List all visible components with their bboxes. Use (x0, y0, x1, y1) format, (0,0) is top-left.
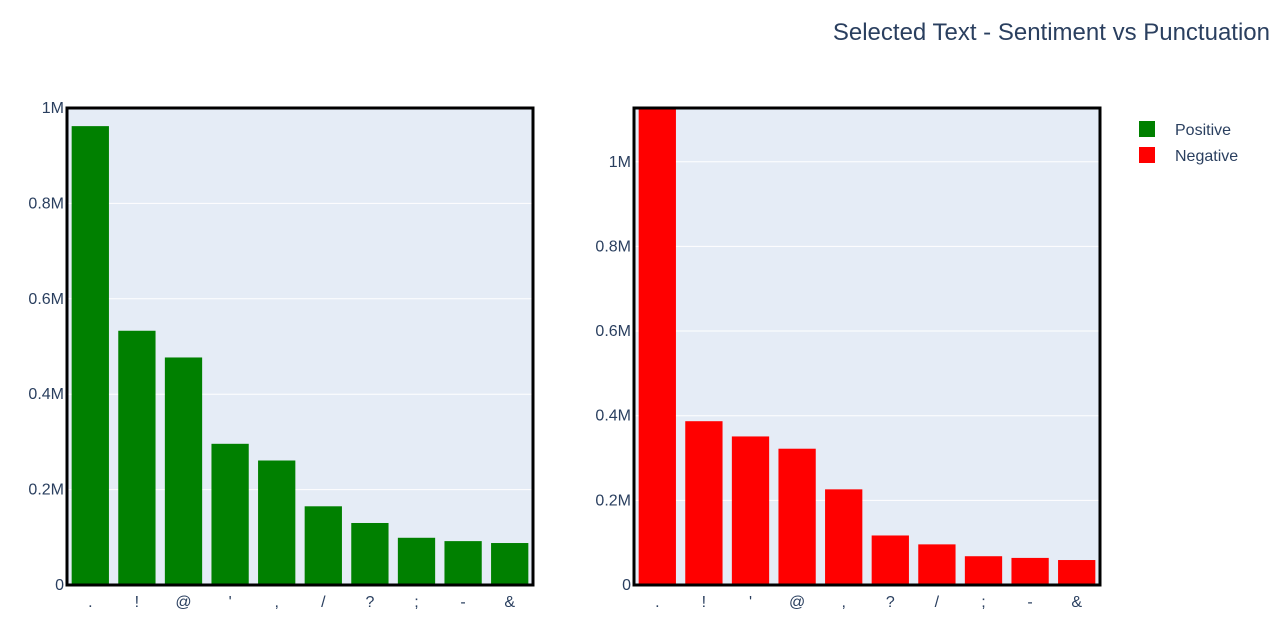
chart-panels: 0 0.2M 0.4M 0.6M 0.8M 1M.! @ ', /?; - & 0 0.2M 0.4M 0.… (28, 100, 1102, 611)
bar-positive[interactable] (304, 506, 342, 585)
y-tick-label: 0.6M (28, 291, 64, 308)
bar-positive[interactable] (164, 357, 203, 585)
x-tick-label: , (274, 594, 278, 611)
x-tick-label: ! (702, 594, 706, 611)
bar-negative[interactable] (871, 535, 909, 585)
y-tick-label: 0 (622, 577, 631, 594)
y-tick-label: 0.6M (595, 323, 631, 340)
x-tick-label: ? (886, 594, 895, 611)
x-tick-label: / (935, 594, 940, 611)
bar-negative[interactable] (1058, 560, 1096, 585)
y-tick-label: 0 (55, 577, 64, 594)
legend-swatch (1139, 121, 1155, 137)
bar-negative[interactable] (1011, 557, 1049, 585)
legend-label: Negative (1175, 148, 1238, 165)
bar-positive[interactable] (351, 522, 389, 585)
chart-panel-2: 0 0.2M 0.4M 0.6M 0.8M 1M.! ' @,? /; - & (595, 106, 1102, 611)
y-tick-label: 0.8M (595, 238, 631, 255)
bar-negative[interactable] (964, 556, 1003, 585)
legend-label: Positive (1175, 122, 1231, 139)
bar-positive[interactable] (211, 443, 249, 585)
chart-panel-1: 0 0.2M 0.4M 0.6M 0.8M 1M.! @ ', /?; - & (28, 100, 535, 611)
bar-positive[interactable] (444, 541, 482, 585)
legend-item-positive[interactable]: Positive (1139, 121, 1231, 139)
y-tick-label: 0.2M (595, 492, 631, 509)
x-tick-label: @ (789, 594, 805, 611)
x-tick-label: ' (229, 594, 232, 611)
chart-title: Selected Text - Sentiment vs Punctuation (833, 19, 1270, 46)
legend-swatch (1139, 147, 1155, 163)
x-tick-label: & (1071, 594, 1082, 611)
y-tick-label: 0.8M (28, 195, 64, 212)
bar-positive[interactable] (118, 330, 156, 585)
bar-positive[interactable] (258, 460, 296, 585)
bar-negative[interactable] (638, 108, 676, 585)
plot-border (632, 106, 1102, 587)
x-tick-label: . (88, 594, 92, 611)
x-tick-label: , (841, 594, 845, 611)
bar-positive[interactable] (71, 126, 109, 585)
legend-item-negative[interactable]: Negative (1139, 147, 1238, 165)
y-tick-label: 0.4M (28, 386, 64, 403)
x-tick-label: - (460, 594, 465, 611)
bar-negative[interactable] (825, 489, 863, 585)
x-tick-label: ' (749, 594, 752, 611)
x-tick-label: ; (981, 594, 985, 611)
x-tick-label: ! (135, 594, 139, 611)
x-tick-label: ; (414, 594, 418, 611)
x-tick-label: / (321, 594, 326, 611)
y-tick-label: 1M (609, 154, 631, 171)
x-tick-label: ? (365, 594, 374, 611)
bar-negative[interactable] (731, 436, 770, 585)
plot-border (65, 106, 535, 587)
x-tick-label: @ (175, 594, 191, 611)
bar-positive[interactable] (397, 537, 436, 585)
x-tick-label: - (1027, 594, 1032, 611)
x-tick-label: . (655, 594, 659, 611)
y-tick-label: 0.2M (28, 482, 64, 499)
bar-negative[interactable] (918, 544, 956, 585)
y-tick-label: 1M (42, 100, 64, 117)
x-tick-label: & (504, 594, 515, 611)
bar-negative[interactable] (778, 448, 816, 585)
bar-negative[interactable] (685, 421, 723, 585)
bar-positive[interactable] (491, 543, 529, 585)
y-tick-label: 0.4M (595, 408, 631, 425)
chart-legend[interactable]: Positive Negative (1139, 121, 1238, 165)
